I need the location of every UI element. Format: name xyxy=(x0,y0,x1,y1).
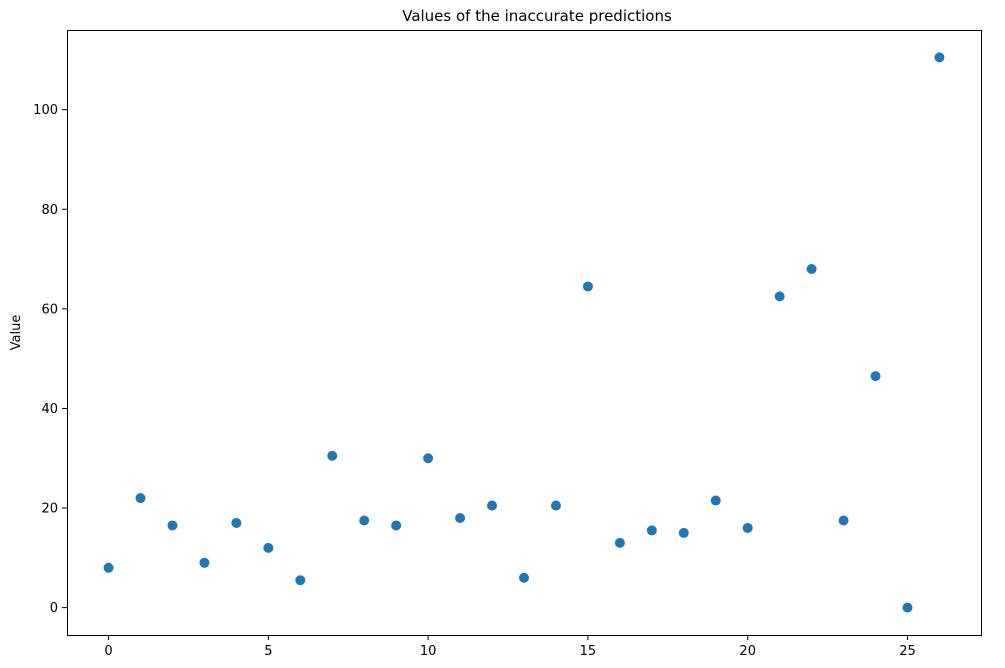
x-tick-label: 10 xyxy=(420,644,437,659)
data-point xyxy=(934,52,945,63)
data-point xyxy=(742,522,753,533)
data-point xyxy=(359,515,370,526)
x-tick-label: 25 xyxy=(899,644,916,659)
data-point xyxy=(614,537,625,548)
data-point xyxy=(806,264,817,275)
data-points xyxy=(103,52,945,613)
data-point xyxy=(487,500,498,511)
data-point xyxy=(231,517,242,528)
y-tick-label: 20 xyxy=(41,502,58,517)
x-axis-ticks: 0 5 10 15 20 25 xyxy=(104,635,916,659)
y-tick-label: 0 xyxy=(50,601,58,616)
y-tick-label: 80 xyxy=(41,203,58,218)
data-point xyxy=(423,453,434,464)
data-point xyxy=(774,291,785,302)
data-point xyxy=(135,493,146,504)
data-point xyxy=(678,527,689,538)
data-point xyxy=(103,562,114,573)
plot-frame xyxy=(67,30,982,636)
data-point xyxy=(710,495,721,506)
data-point xyxy=(550,500,561,511)
data-point xyxy=(646,525,657,536)
data-point xyxy=(167,520,178,531)
data-point xyxy=(838,515,849,526)
chart-title: Values of the inaccurate predictions xyxy=(402,7,672,25)
y-tick-label: 40 xyxy=(41,402,58,417)
y-tick-label: 100 xyxy=(33,103,58,118)
data-point xyxy=(327,450,338,461)
y-axis-label: Value xyxy=(9,315,24,351)
y-tick-label: 60 xyxy=(41,302,58,317)
x-tick-label: 15 xyxy=(580,644,597,659)
data-point xyxy=(199,557,210,568)
x-tick-label: 0 xyxy=(104,644,112,659)
data-point xyxy=(870,371,881,382)
data-point xyxy=(455,512,466,523)
data-point xyxy=(391,520,402,531)
data-point xyxy=(263,542,274,553)
x-tick-label: 20 xyxy=(739,644,756,659)
y-axis-ticks: 0 20 40 60 80 100 xyxy=(33,103,67,616)
data-point xyxy=(295,575,306,586)
data-point xyxy=(582,281,593,292)
data-point xyxy=(519,572,529,583)
data-point xyxy=(902,602,913,613)
x-tick-label: 5 xyxy=(264,644,272,659)
